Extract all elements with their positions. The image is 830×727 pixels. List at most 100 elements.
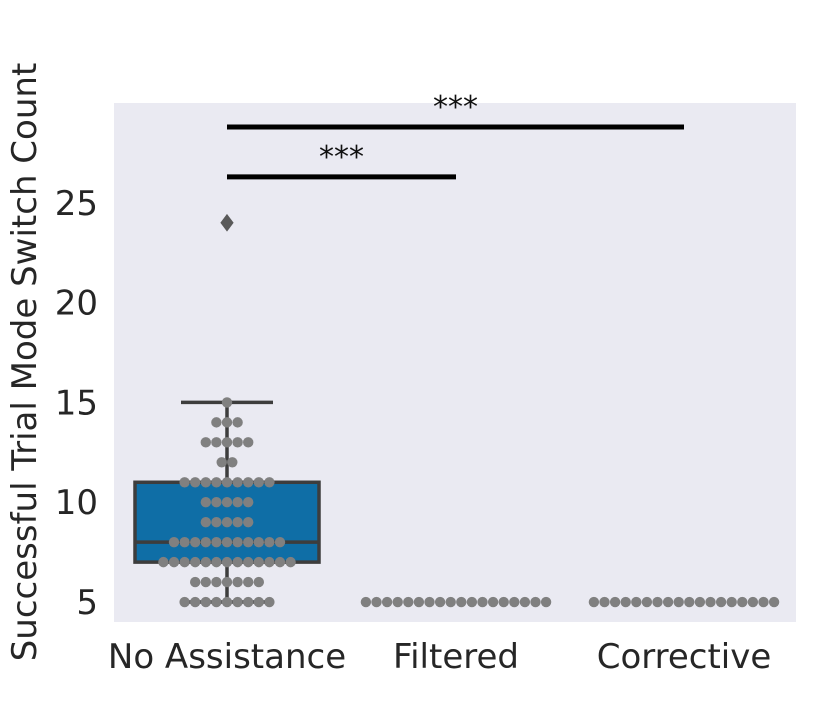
swarm-point <box>211 477 222 488</box>
swarm-point <box>221 516 233 528</box>
swarm-point <box>360 596 372 608</box>
swarm-point <box>737 596 748 608</box>
swarm-point <box>243 477 254 488</box>
swarm-point <box>684 596 695 608</box>
swarm-point <box>200 596 211 608</box>
swarm-point <box>264 536 275 548</box>
swarm-point <box>232 536 243 548</box>
swarm-point <box>588 596 600 608</box>
swarm-point <box>221 417 233 428</box>
swarm-point <box>243 497 254 508</box>
swarm-point <box>179 477 190 488</box>
swarm-point <box>253 596 264 608</box>
swarm-point <box>599 596 610 608</box>
swarm-point <box>221 437 233 448</box>
swarm-point <box>232 477 243 488</box>
swarm-point <box>232 576 243 588</box>
swarm-point <box>726 596 737 608</box>
swarm-point <box>232 417 243 428</box>
swarm-point <box>747 596 759 608</box>
y-axis-label: Successful Trial Mode Switch Count <box>5 63 45 662</box>
swarm-point <box>381 596 393 608</box>
swarm-point <box>179 556 190 568</box>
swarm-point <box>274 536 286 548</box>
swarm-point <box>211 516 222 528</box>
y-tick-label: 5 <box>76 583 98 623</box>
swarm-point <box>200 556 211 568</box>
outlier-point <box>220 213 234 232</box>
sig-label: *** <box>433 90 478 125</box>
swarm-point <box>190 596 201 608</box>
swarm-point <box>424 596 435 608</box>
y-tick-label: 25 <box>55 184 98 224</box>
swarm-point <box>200 536 211 548</box>
swarm-point <box>371 596 382 608</box>
swarm-point <box>641 596 653 608</box>
swarm-point <box>253 477 264 488</box>
swarm-point <box>715 596 727 608</box>
swarm-point <box>434 596 446 608</box>
swarm-point <box>221 536 233 548</box>
swarm-point <box>232 596 243 608</box>
swarm-point <box>264 556 275 568</box>
swarm-point <box>477 596 488 608</box>
y-tick-labels: 5 10 15 20 25 <box>55 184 98 623</box>
swarm-point <box>631 596 642 608</box>
x-tick-labels: No Assistance Filtered Corrective <box>108 637 771 677</box>
swarm-point <box>487 596 499 608</box>
swarm-point <box>253 536 264 548</box>
swarm-point <box>243 576 254 588</box>
swarm-point <box>705 596 716 608</box>
x-tick-label: No Assistance <box>108 637 346 677</box>
swarm-point <box>456 596 467 608</box>
sig-bracket: *** <box>227 140 456 180</box>
swarm-point <box>190 576 201 588</box>
swarm-point <box>652 596 663 608</box>
swarm-point <box>620 596 631 608</box>
swarm-point <box>243 596 254 608</box>
swarm-point <box>274 556 286 568</box>
swarm-point <box>768 596 780 608</box>
swarm-layer <box>158 397 780 608</box>
swarm-point <box>232 497 243 508</box>
y-tick-label: 15 <box>55 383 98 423</box>
sig-bracket: *** <box>227 90 684 130</box>
swarm-point <box>179 536 190 548</box>
swarm-point <box>673 596 684 608</box>
y-tick-label: 20 <box>55 284 98 324</box>
swarm-point <box>509 596 520 608</box>
swarm-point <box>285 556 296 568</box>
swarm-point <box>498 596 509 608</box>
swarm-point <box>179 596 190 608</box>
swarm-point <box>211 417 222 428</box>
swarm-point <box>662 596 674 608</box>
swarm-point <box>211 556 222 568</box>
swarm-point <box>190 536 201 548</box>
swarm-point <box>403 596 414 608</box>
swarm-point <box>232 556 243 568</box>
swarm-point <box>221 596 233 608</box>
swarm-point <box>232 437 243 448</box>
swarm-point <box>540 596 552 608</box>
swarm-point <box>221 576 233 588</box>
swarm-point <box>227 457 238 468</box>
swarm-point <box>243 536 254 548</box>
swarm-point <box>758 596 769 608</box>
swarm-point <box>211 497 222 508</box>
swarm-point <box>200 437 211 448</box>
swarm-filtered <box>360 596 552 608</box>
swarm-point <box>445 596 456 608</box>
swarm-point <box>264 477 275 488</box>
sig-label: *** <box>319 140 364 175</box>
swarm-point <box>216 457 227 468</box>
swarm-corrective <box>588 596 780 608</box>
swarm-point <box>253 556 264 568</box>
swarm-no-assistance <box>158 397 296 608</box>
swarm-point <box>211 576 222 588</box>
x-tick-label: Corrective <box>597 637 772 677</box>
swarm-point <box>190 477 201 488</box>
swarm-point <box>413 596 425 608</box>
swarm-point <box>221 556 233 568</box>
x-tick-label: Filtered <box>393 637 519 677</box>
